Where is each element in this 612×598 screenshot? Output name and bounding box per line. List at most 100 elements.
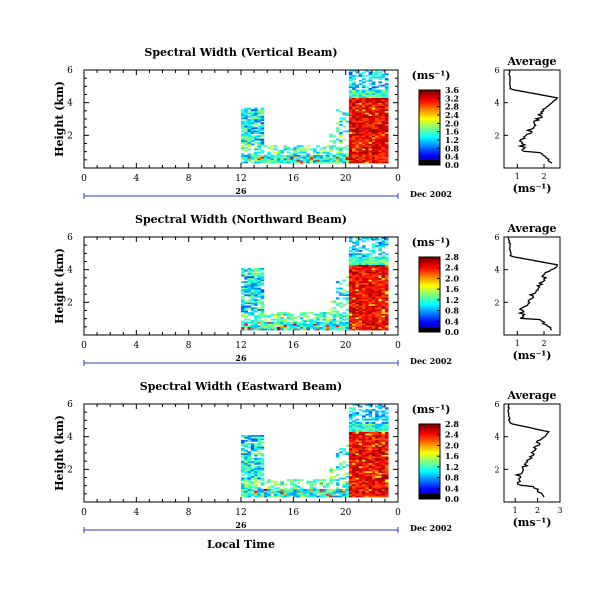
heatmap-cell: [381, 485, 386, 488]
heatmap-cell: [241, 292, 245, 295]
heatmap-cell: [254, 302, 258, 305]
heatmap-cell: [358, 79, 363, 82]
heatmap-cell: [375, 294, 379, 297]
heatmap-cell: [345, 299, 350, 301]
heatmap-cell: [381, 493, 386, 496]
heatmap-cell: [362, 153, 366, 156]
heatmap-cell: [355, 112, 360, 115]
heatmap-cell: [339, 150, 343, 152]
colorbar-swatch: [419, 446, 440, 449]
heatmap-cell: [250, 488, 255, 491]
heatmap-cell: [241, 114, 245, 116]
heatmap-cell: [375, 266, 379, 269]
heatmap-cell: [381, 156, 386, 159]
heatmap-cell: [381, 422, 386, 424]
heatmap-cell: [362, 475, 366, 478]
heatmap-cell: [355, 161, 360, 164]
heatmap-cell: [365, 140, 369, 143]
heatmap-cell: [329, 133, 333, 136]
heatmap-cell: [329, 140, 333, 143]
heatmap-cell: [296, 158, 301, 161]
heatmap-cell: [368, 480, 373, 483]
heatmap-cell: [375, 123, 379, 126]
heatmap-cell: [250, 321, 255, 324]
heatmap-cell: [270, 313, 274, 316]
heatmap-cell: [368, 137, 373, 139]
heatmap-cell: [362, 466, 366, 468]
heatmap-cell: [299, 487, 304, 490]
heatmap-cell: [293, 479, 297, 481]
heatmap-cell: [250, 114, 255, 116]
heatmap-cell: [365, 477, 369, 480]
heatmap-cell: [368, 475, 373, 478]
heatmap-cell: [368, 145, 373, 147]
heatmap-cell: [352, 407, 356, 410]
colorbar-tick-label: 2.8: [445, 252, 459, 262]
heatmap-cell: [355, 457, 360, 460]
heatmap-cell: [362, 253, 366, 256]
colorbar-swatch: [419, 264, 440, 267]
heatmap-cell: [365, 482, 369, 485]
heatmap-cell: [329, 318, 333, 321]
heatmap-cell: [355, 426, 360, 429]
heatmap-cell: [250, 276, 255, 279]
heatmap-cell: [381, 130, 386, 133]
heatmap-cell: [329, 488, 333, 491]
heatmap-cell: [339, 328, 343, 331]
heatmap-cell: [348, 469, 353, 472]
heatmap-cell: [293, 493, 297, 496]
heatmap-cell: [257, 441, 261, 444]
colorbar-swatch: [419, 146, 440, 148]
heatmap-cell: [244, 467, 248, 470]
heatmap-cell: [381, 471, 386, 473]
heatmap-cell: [244, 439, 248, 442]
colorbar-swatch: [419, 153, 440, 156]
heatmap-cell: [384, 104, 389, 107]
heatmap-cell: [244, 446, 248, 449]
heatmap-cell: [348, 158, 353, 161]
heatmap-cell: [365, 315, 369, 318]
heatmap-cell: [378, 282, 382, 285]
heatmap-cell: [348, 151, 353, 154]
heatmap-cell: [355, 459, 360, 462]
heatmap-cell: [365, 86, 369, 89]
colorbar-swatch: [419, 275, 440, 278]
heatmap-cell: [384, 94, 389, 97]
heatmap-cell: [384, 277, 389, 280]
heatmap-cell: [335, 315, 340, 318]
heatmap-cell: [348, 459, 353, 462]
heatmap-cell: [355, 86, 360, 89]
heatmap-cell: [250, 290, 255, 293]
heatmap-cell: [355, 295, 360, 298]
heatmap-cell: [371, 256, 376, 259]
heatmap-cell: [348, 279, 353, 282]
heatmap-cell: [345, 484, 350, 486]
heatmap-cell: [254, 115, 258, 118]
heatmap-cell: [267, 490, 271, 493]
heatmap-cell: [371, 114, 376, 116]
heatmap-cell: [241, 462, 245, 465]
heatmap-cell: [355, 97, 360, 100]
heatmap-cell: [362, 464, 366, 467]
heatmap-cell: [247, 133, 252, 136]
heatmap-cell: [247, 475, 252, 478]
heatmap-cell: [322, 488, 327, 491]
heatmap-cell: [254, 109, 258, 112]
heatmap-cell: [371, 140, 376, 143]
heatmap-cell: [348, 268, 353, 270]
heatmap-cell: [381, 307, 386, 310]
heatmap-cell: [263, 493, 268, 496]
heatmap-cell: [384, 281, 389, 283]
heatmap-cell: [277, 312, 281, 314]
heatmap-cell: [371, 467, 376, 470]
heatmap-cell: [365, 290, 369, 293]
heatmap-cell: [260, 464, 265, 467]
heatmap-cell: [355, 318, 360, 321]
heatmap-cell: [355, 153, 360, 156]
heatmap-cell: [241, 287, 245, 290]
heatmap-cell: [348, 117, 353, 120]
heatmap-cell: [329, 150, 333, 152]
heatmap-cell: [257, 317, 261, 319]
heatmap-cell: [244, 290, 248, 293]
heatmap-cell: [352, 253, 356, 256]
